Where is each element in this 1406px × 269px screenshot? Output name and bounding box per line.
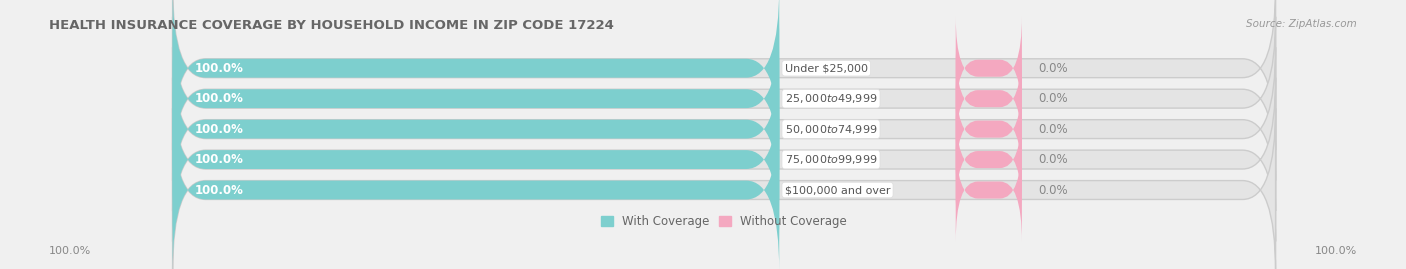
FancyBboxPatch shape [956, 77, 1022, 182]
Legend: With Coverage, Without Coverage: With Coverage, Without Coverage [600, 215, 848, 228]
Text: HEALTH INSURANCE COVERAGE BY HOUSEHOLD INCOME IN ZIP CODE 17224: HEALTH INSURANCE COVERAGE BY HOUSEHOLD I… [49, 19, 614, 32]
Text: 0.0%: 0.0% [1039, 62, 1069, 75]
FancyBboxPatch shape [173, 47, 1275, 211]
Text: Source: ZipAtlas.com: Source: ZipAtlas.com [1246, 19, 1357, 29]
Text: 100.0%: 100.0% [194, 183, 243, 197]
Text: 0.0%: 0.0% [1039, 153, 1069, 166]
FancyBboxPatch shape [173, 17, 1275, 180]
FancyBboxPatch shape [956, 46, 1022, 151]
Text: $25,000 to $49,999: $25,000 to $49,999 [785, 92, 877, 105]
Text: 100.0%: 100.0% [49, 246, 91, 256]
FancyBboxPatch shape [956, 16, 1022, 121]
FancyBboxPatch shape [173, 108, 1275, 269]
FancyBboxPatch shape [173, 0, 1275, 150]
Text: 100.0%: 100.0% [194, 92, 243, 105]
Text: 100.0%: 100.0% [1315, 246, 1357, 256]
Text: Under $25,000: Under $25,000 [785, 63, 868, 73]
Text: 0.0%: 0.0% [1039, 123, 1069, 136]
Text: 100.0%: 100.0% [194, 153, 243, 166]
FancyBboxPatch shape [173, 108, 779, 269]
Text: $50,000 to $74,999: $50,000 to $74,999 [785, 123, 877, 136]
FancyBboxPatch shape [173, 78, 779, 242]
FancyBboxPatch shape [173, 17, 779, 180]
FancyBboxPatch shape [173, 0, 779, 150]
FancyBboxPatch shape [956, 107, 1022, 212]
FancyBboxPatch shape [173, 47, 779, 211]
Text: 100.0%: 100.0% [194, 62, 243, 75]
FancyBboxPatch shape [173, 78, 1275, 242]
Text: $100,000 and over: $100,000 and over [785, 185, 890, 195]
Text: $75,000 to $99,999: $75,000 to $99,999 [785, 153, 877, 166]
Text: 0.0%: 0.0% [1039, 183, 1069, 197]
Text: 100.0%: 100.0% [194, 123, 243, 136]
Text: 0.0%: 0.0% [1039, 92, 1069, 105]
FancyBboxPatch shape [956, 138, 1022, 242]
